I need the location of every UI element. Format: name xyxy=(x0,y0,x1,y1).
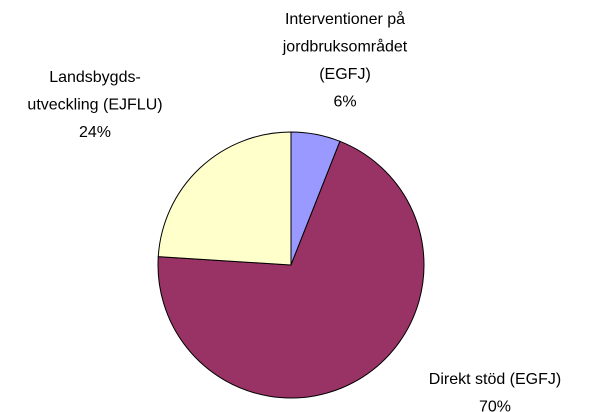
pie-slice xyxy=(157,131,292,266)
slice-label: utveckling (EJFLU) xyxy=(27,97,162,114)
slice-label: Direkt stöd (EGFJ) xyxy=(429,371,561,388)
slice-value-label: 70% xyxy=(479,399,511,412)
slice-label: Interventioner på xyxy=(285,10,405,28)
slice-value-label: 6% xyxy=(333,94,356,111)
pie-slice xyxy=(157,140,425,399)
slice-label: (EGFJ) xyxy=(319,66,371,83)
slice-label: Landsbygds- xyxy=(49,69,141,86)
slice-value-label: 24% xyxy=(79,124,111,141)
slice-label: jordbruksområdet xyxy=(282,38,408,56)
